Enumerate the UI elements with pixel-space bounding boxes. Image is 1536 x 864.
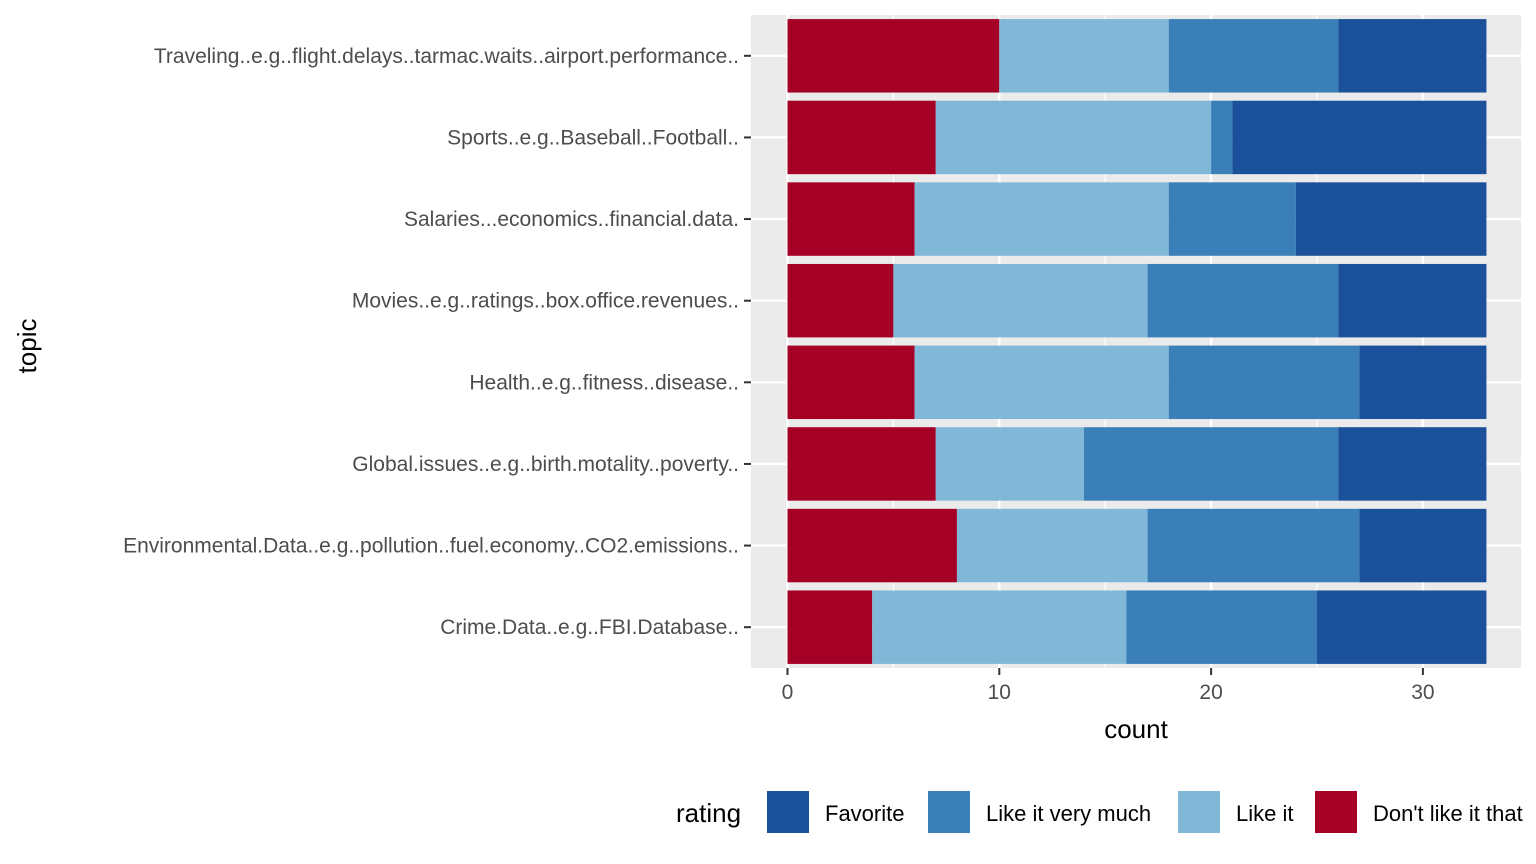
- legend-label: Like it very much: [986, 801, 1151, 826]
- bars: [787, 19, 1487, 664]
- bar-segment: [1084, 427, 1339, 501]
- bar-segment: [787, 508, 957, 583]
- x-tick-label: 10: [988, 681, 1011, 704]
- bar-segment: [1147, 263, 1339, 338]
- bar-segment: [893, 263, 1148, 338]
- bar-segment: [787, 345, 915, 420]
- legend-key: [928, 791, 970, 833]
- bar-segment: [1359, 345, 1487, 420]
- bar-segment: [1168, 182, 1296, 256]
- bar-segment: [1232, 100, 1487, 175]
- bar-segment: [914, 345, 1169, 420]
- bar-segment: [1338, 19, 1487, 93]
- bar-segment: [872, 590, 1127, 664]
- legend-label: Favorite: [825, 801, 904, 826]
- y-tick-label: Salaries...economics..financial.data.: [404, 208, 739, 231]
- legend-key: [1315, 791, 1357, 833]
- bar-segment: [956, 508, 1148, 583]
- bar-segment: [1147, 508, 1360, 583]
- x-tick-label: 20: [1199, 681, 1222, 704]
- legend-title: rating: [676, 798, 741, 828]
- y-tick-label: Crime.Data..e.g..FBI.Database..: [440, 616, 739, 639]
- bar-segment: [1168, 19, 1339, 93]
- bar-segment: [914, 182, 1169, 256]
- y-tick-label: Global.issues..e.g..birth.motality..pove…: [352, 453, 739, 476]
- legend-key: [767, 791, 809, 833]
- bar-segment: [1126, 590, 1317, 664]
- x-tick-label: 0: [782, 681, 794, 704]
- bar-segment: [1317, 590, 1487, 664]
- bar-segment: [787, 590, 873, 664]
- bar-segment: [935, 100, 1212, 175]
- legend-label: Don't like it that: [1373, 801, 1523, 826]
- bar-segment: [787, 19, 1000, 93]
- y-tick-label: Health..e.g..fitness..disease..: [469, 371, 739, 394]
- bar-segment: [787, 427, 936, 501]
- bar-segment: [1211, 100, 1233, 175]
- legend: rating Favorite Like it very much Like it D…: [676, 791, 1523, 833]
- x-tick-label: 30: [1411, 681, 1434, 704]
- bar-segment: [1338, 263, 1487, 338]
- y-tick-label: Environmental.Data..e.g..pollution..fuel…: [123, 535, 739, 558]
- bar-segment: [999, 19, 1169, 93]
- legend-label: Like it: [1236, 801, 1293, 826]
- y-tick-label: Sports..e.g..Baseball..Football..: [447, 126, 739, 149]
- bar-segment: [935, 427, 1085, 501]
- y-tick-label: Traveling..e.g..flight.delays..tarmac.wa…: [154, 45, 739, 68]
- x-axis-title: count: [1104, 714, 1168, 744]
- bar-segment: [1359, 508, 1487, 583]
- bar-segment: [1338, 427, 1487, 501]
- y-axis-title: topic: [12, 319, 42, 374]
- bar-segment: [787, 263, 894, 338]
- bar-segment: [787, 182, 915, 256]
- bar-segment: [787, 100, 936, 175]
- x-axis: 0 10 20 30: [782, 668, 1435, 704]
- y-tick-label: Movies..e.g..ratings..box.office.revenue…: [352, 290, 739, 313]
- y-axis: Traveling..e.g..flight.delays..tarmac.wa…: [123, 45, 751, 639]
- legend-key: [1178, 791, 1220, 833]
- bar-segment: [1168, 345, 1360, 420]
- bar-segment: [1295, 182, 1487, 256]
